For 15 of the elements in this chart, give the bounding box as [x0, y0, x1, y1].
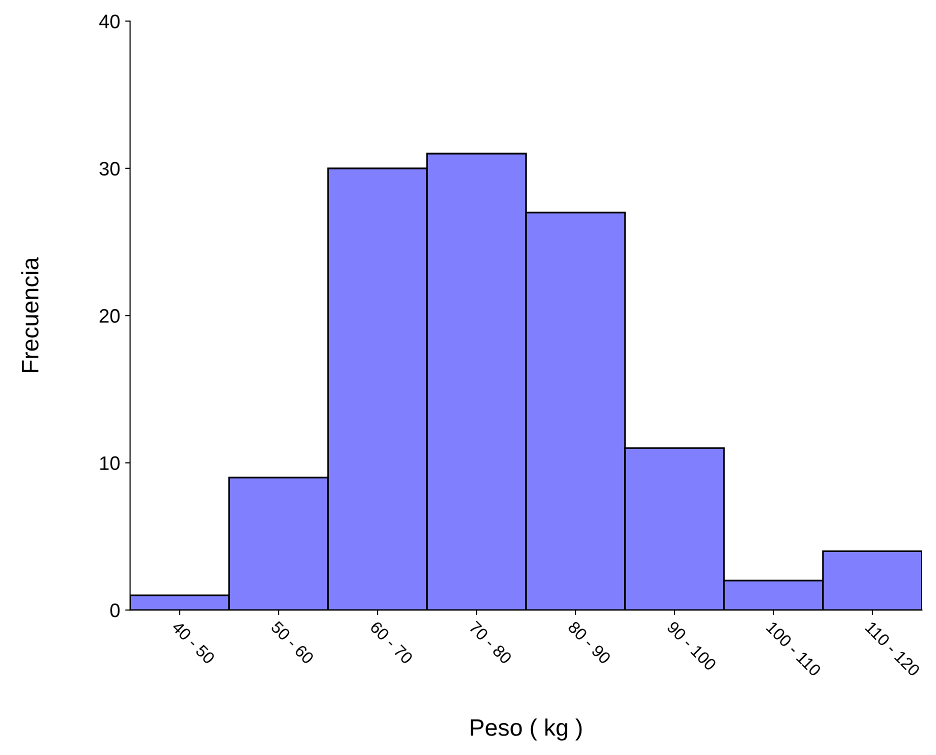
x-tick-label: 80 - 90 [567, 620, 612, 665]
x-tick-label: 90 - 100 [666, 620, 717, 672]
y-tick-label: 40 [99, 14, 120, 28]
x-axis-title: Peso ( kg ) [470, 718, 582, 741]
y-tick-label: 20 [100, 309, 120, 323]
x-tick-label: 70 - 80 [468, 620, 512, 665]
y-tick-label: 30 [99, 162, 120, 176]
y-tick-label: 10 [100, 456, 120, 470]
y-axis-title: Frecuencia [21, 257, 39, 372]
x-tick-label: 50 - 60 [270, 620, 314, 665]
y-tick-label: 0 [110, 604, 120, 618]
x-tick-label: 60 - 70 [370, 620, 414, 665]
x-tick-label: 110 - 120 [864, 620, 921, 677]
x-tick-label: 100 - 110 [766, 620, 822, 677]
x-tick-label: 40 - 50 [171, 620, 216, 665]
